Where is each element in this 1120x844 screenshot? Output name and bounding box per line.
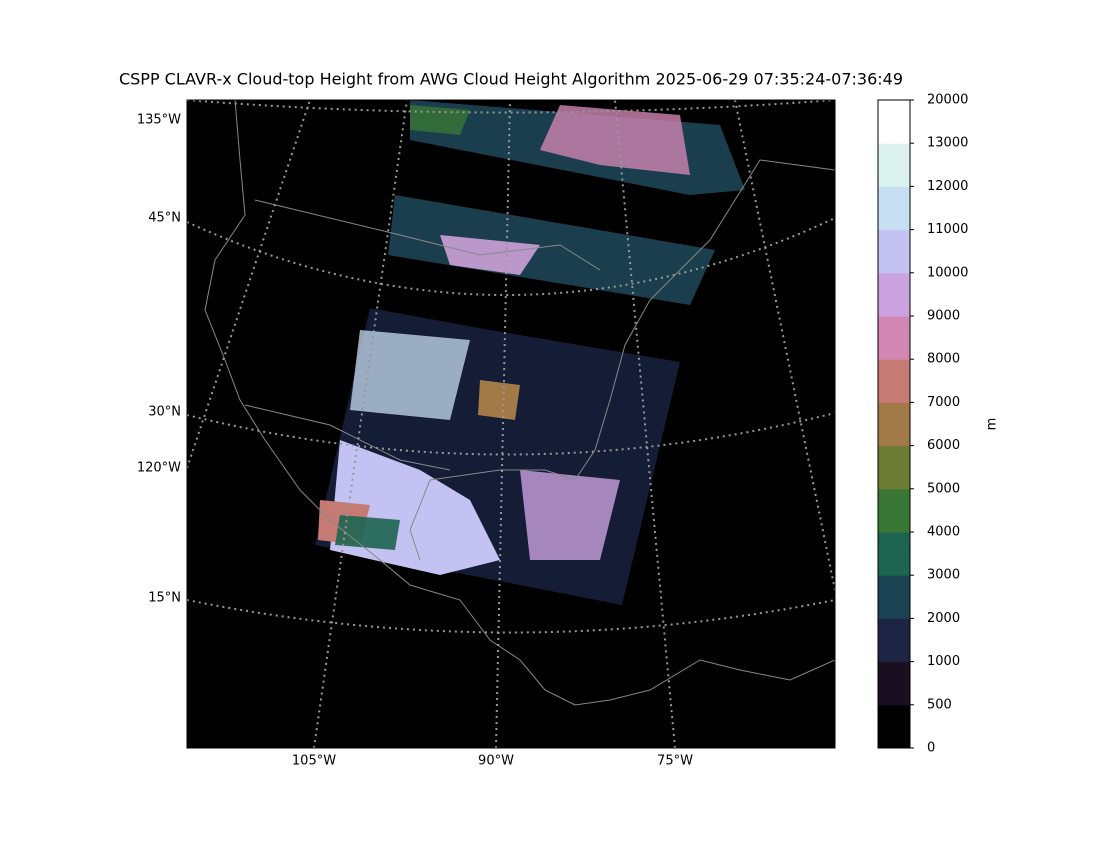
cloud-patch — [540, 105, 690, 175]
graticule — [187, 599, 835, 634]
colorbar: m 0 500 1000 2000 3000 4000 5000 6000 7000 8000 90… — [877, 93, 1000, 756]
colorbar-tick-label: 12000 — [927, 179, 968, 194]
cloud-patch — [520, 470, 620, 560]
colorbar-tick-label: 3000 — [927, 568, 960, 583]
colorbar-bin — [878, 402, 910, 447]
colorbar-tick-label: 20000 — [927, 93, 968, 108]
swath — [388, 195, 715, 305]
graticule — [614, 100, 676, 748]
colorbar-tick-label: 2000 — [927, 611, 960, 626]
colorbar-tick-label: 8000 — [927, 352, 960, 367]
lon-label: 90°W — [478, 754, 514, 769]
graticule — [313, 100, 408, 748]
colorbar-frame — [877, 99, 911, 749]
colorbar-bin — [878, 229, 910, 274]
colorbar-bin — [878, 143, 910, 187]
cloud-patch — [350, 330, 470, 420]
colorbar-tick-label: 6000 — [927, 438, 960, 453]
colorbar-label: m — [985, 418, 1000, 431]
colorbar-bin — [878, 100, 910, 144]
map: 135°W 45°N 30°N 120°W 15°N 105°W 90°W 75… — [137, 99, 836, 769]
colorbar-tick-label: 0 — [927, 741, 935, 756]
cloud-patch — [410, 105, 470, 135]
colorbar-bin — [878, 704, 910, 749]
lat-label: 135°W — [137, 113, 181, 128]
coastline — [204, 100, 835, 706]
colorbar-tick-label: 10000 — [927, 265, 968, 280]
colorbar-bin — [878, 575, 910, 619]
lat-label: 45°N — [148, 211, 181, 226]
colorbar-tick-label: 1000 — [927, 654, 960, 669]
cloud-patch — [478, 380, 520, 420]
colorbar-bin — [878, 359, 910, 403]
colorbar-tick-label: 9000 — [927, 309, 960, 324]
graticule — [187, 100, 835, 114]
cloud-patch — [440, 235, 540, 275]
colorbar-tick-label: 500 — [927, 697, 952, 712]
colorbar-bin — [878, 618, 910, 663]
colorbar-bin — [878, 532, 910, 576]
colorbar-tick-label: 5000 — [927, 481, 960, 496]
colorbar-tick-label: 11000 — [927, 222, 968, 237]
cloud-patch — [335, 515, 400, 550]
colorbar-bin — [878, 316, 910, 360]
lon-label: 105°W — [292, 754, 336, 769]
map-frame — [186, 99, 836, 749]
colorbar-bin — [878, 445, 910, 490]
colorbar-tick-label: 13000 — [927, 136, 968, 151]
lon-label: 75°W — [657, 754, 693, 769]
colorbar-tick-label: 7000 — [927, 395, 960, 410]
title: CSPP CLAVR-x Cloud-top Height from AWG C… — [119, 70, 903, 89]
lat-label: 30°N — [148, 405, 181, 420]
lat-label: 15°N — [148, 591, 181, 606]
colorbar-bin — [878, 661, 910, 706]
lat-label: 120°W — [137, 461, 181, 476]
colorbar-bin — [878, 186, 910, 231]
colorbar-bin — [878, 272, 910, 317]
colorbar-tick-label: 4000 — [927, 525, 960, 540]
graticule — [187, 217, 835, 296]
graticule — [495, 100, 511, 748]
coastline — [409, 159, 835, 561]
border — [244, 199, 601, 471]
colorbar-bin — [878, 488, 910, 533]
